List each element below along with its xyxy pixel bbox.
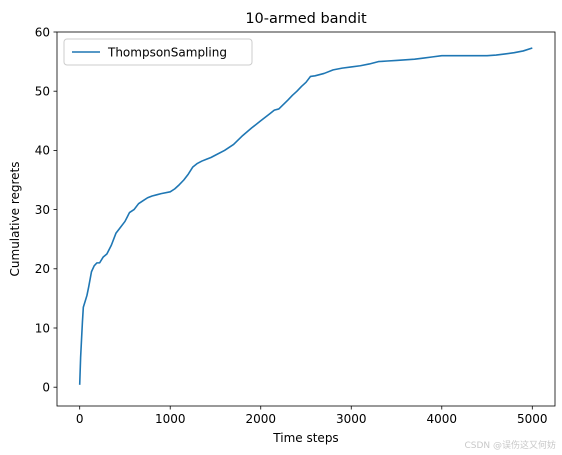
x-tick-label: 2000 [245, 412, 276, 426]
x-tick-label: 0 [76, 412, 84, 426]
y-tick-label: 40 [35, 144, 50, 158]
y-tick-label: 20 [35, 262, 50, 276]
plot-area [56, 31, 556, 407]
x-axis: 0 1000 2000 3000 4000 5000 [76, 406, 548, 426]
y-axis-label: Cumulative regrets [8, 162, 22, 277]
x-axis-label: Time steps [272, 431, 338, 445]
x-tick-label: 1000 [155, 412, 186, 426]
x-tick-label: 5000 [517, 412, 548, 426]
y-tick-label: 60 [35, 25, 50, 39]
y-tick-label: 50 [35, 85, 50, 99]
y-tick-label: 10 [35, 321, 50, 335]
x-tick-label: 3000 [336, 412, 367, 426]
watermark: CSDN @误伤这又何妨 [464, 441, 556, 451]
y-axis: 0 10 20 30 40 50 60 [35, 25, 57, 395]
chart-title: 10-armed bandit [245, 11, 367, 27]
legend-label-0: ThompsonSampling [107, 45, 227, 59]
legend: ThompsonSampling [63, 38, 253, 66]
plot-frame [56, 31, 556, 407]
x-tick-label: 4000 [427, 412, 458, 426]
y-tick-label: 0 [42, 381, 50, 395]
y-tick-label: 30 [35, 203, 50, 217]
legend-box [63, 38, 253, 66]
series-line-0 [78, 47, 533, 385]
